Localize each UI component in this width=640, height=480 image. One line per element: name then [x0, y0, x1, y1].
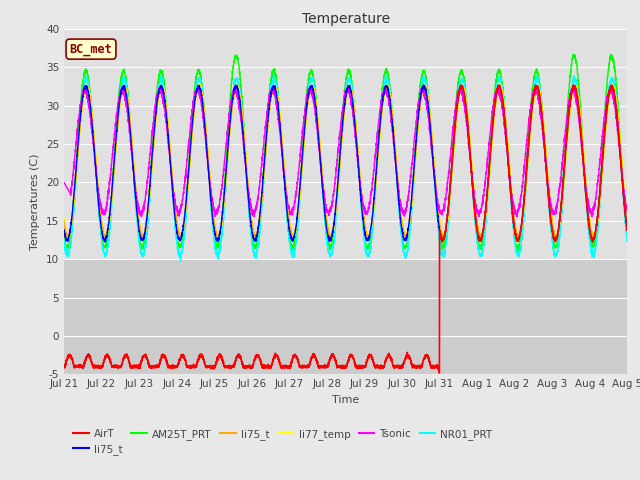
- Title: Temperature: Temperature: [301, 12, 390, 26]
- Text: BC_met: BC_met: [70, 43, 113, 56]
- Y-axis label: Temperatures (C): Temperatures (C): [30, 153, 40, 250]
- Legend: AirT, li75_t, AM25T_PRT, li75_t, li77_temp, Tsonic, NR01_PRT: AirT, li75_t, AM25T_PRT, li75_t, li77_te…: [69, 424, 497, 459]
- Bar: [64, 259, 627, 374]
- X-axis label: Time: Time: [332, 395, 359, 405]
